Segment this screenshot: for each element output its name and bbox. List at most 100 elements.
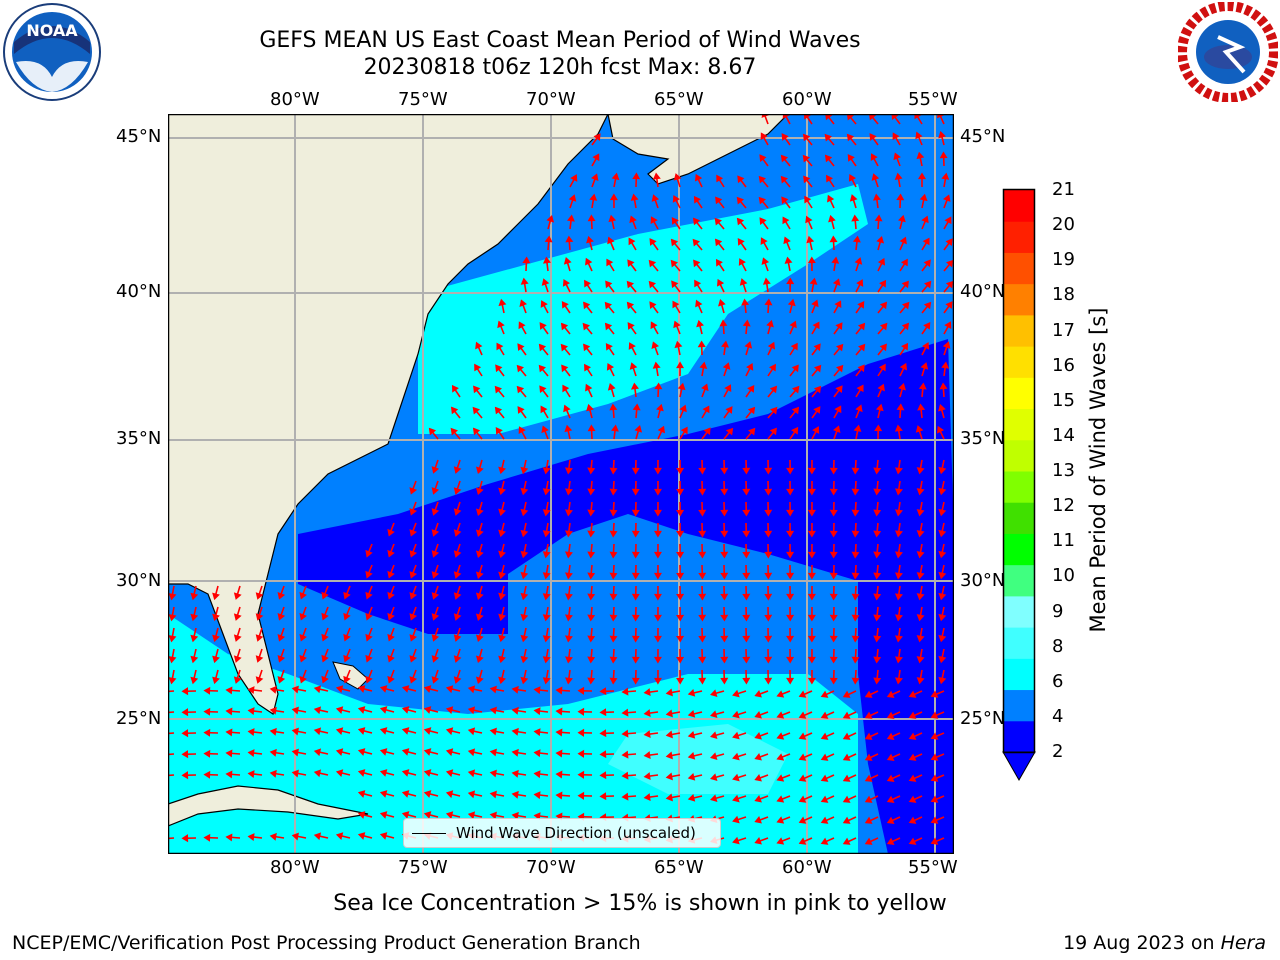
wave-arrow-head xyxy=(916,614,925,622)
wave-arrow-head xyxy=(829,488,838,496)
wave-arrow-head xyxy=(873,467,882,475)
wave-arrow-head xyxy=(820,774,829,782)
wave-arrow-head xyxy=(212,613,220,622)
wave-arrow-head xyxy=(672,195,680,203)
wave-arrow-head xyxy=(873,635,882,643)
wave-arrow-head xyxy=(291,748,299,757)
wave-arrow-head xyxy=(255,655,264,663)
wave-arrow-head xyxy=(431,466,440,474)
wave-arrow-head xyxy=(431,613,440,621)
lon-tick-top: 65°W xyxy=(654,89,704,110)
footer-host: Hera xyxy=(1220,932,1266,954)
wave-arrow-head xyxy=(898,214,906,223)
wave-arrow-head xyxy=(489,706,497,715)
wave-arrow-head xyxy=(694,279,702,288)
wave-arrow-head xyxy=(671,280,679,289)
wave-arrow-head xyxy=(698,593,707,601)
wave-arrow-head xyxy=(895,551,903,559)
wave-arrow-head xyxy=(886,732,895,740)
wave-arrow-head xyxy=(409,529,418,537)
wave-arrow-head xyxy=(923,301,932,310)
wave-arrow-head xyxy=(498,529,506,538)
lon-tick-bottom: 70°W xyxy=(526,857,576,878)
wave-arrow-head xyxy=(606,363,615,371)
wave-arrow-head xyxy=(665,793,673,802)
wave-arrow-head xyxy=(676,656,685,664)
wave-arrow-head xyxy=(533,791,541,800)
wave-arrow-head xyxy=(542,488,551,496)
wave-arrow-head xyxy=(533,707,541,716)
wave-arrow-head xyxy=(583,343,591,352)
wave-arrow-head xyxy=(212,634,220,643)
wave-arrow-head xyxy=(946,259,954,268)
wave-arrow-head xyxy=(467,706,476,715)
wave-arrow-head xyxy=(562,384,570,393)
wave-arrow-head xyxy=(671,217,679,225)
wave-arrow-head xyxy=(475,529,484,537)
wave-arrow-head xyxy=(401,727,410,735)
wave-arrow-head xyxy=(409,676,418,684)
wave-arrow-head xyxy=(592,153,600,162)
wave-arrow-head xyxy=(255,613,264,621)
nws-logo xyxy=(1177,1,1279,103)
wave-arrow-head xyxy=(203,833,211,842)
colorbar xyxy=(1002,188,1036,782)
wave-arrow-head xyxy=(533,728,541,737)
wave-arrow-head xyxy=(564,593,573,601)
wave-arrow-head xyxy=(621,792,629,801)
wave-arrow-head xyxy=(609,403,618,411)
wave-arrow-head xyxy=(908,816,917,824)
wave-arrow-head xyxy=(494,406,503,415)
colorbar-segment xyxy=(1004,439,1034,472)
wave-arrow-head xyxy=(676,572,685,580)
wave-arrow-head xyxy=(520,529,529,538)
wave-arrow-head xyxy=(781,196,789,205)
wave-arrow-head xyxy=(918,382,927,390)
wave-arrow-head xyxy=(168,656,177,664)
wave-arrow-head xyxy=(496,342,504,351)
wave-arrow-head xyxy=(609,635,618,643)
wave-arrow-head xyxy=(516,385,525,394)
wave-arrow-head xyxy=(834,405,842,414)
period-band-2-core xyxy=(298,339,954,634)
wave-arrow-head xyxy=(365,654,373,663)
wave-arrow-head xyxy=(609,677,618,685)
colorbar-segment xyxy=(1004,283,1034,316)
wave-arrow-head xyxy=(599,687,607,696)
legend-line-swatch xyxy=(412,832,446,834)
colorbar-tick-label: 9 xyxy=(1052,600,1064,622)
wave-arrow-head xyxy=(807,572,816,580)
wave-arrow-head xyxy=(494,385,502,394)
wave-arrow-head xyxy=(520,466,529,475)
wave-arrow-head xyxy=(498,613,506,622)
wave-arrow-head xyxy=(401,790,410,798)
wave-arrow-head xyxy=(813,385,822,394)
wave-arrow-head xyxy=(654,635,662,643)
wave-arrow-head xyxy=(190,592,199,601)
wave-arrow-head xyxy=(842,732,851,740)
lon-tick-top: 80°W xyxy=(270,89,320,110)
wave-arrow-head xyxy=(908,732,917,740)
wave-arrow-head xyxy=(643,709,651,718)
wave-arrow-head xyxy=(873,530,882,538)
wave-arrow-head xyxy=(335,769,344,777)
wave-arrow-head xyxy=(233,613,242,621)
wave-arrow-head xyxy=(873,656,882,664)
wave-arrow-head xyxy=(864,837,873,845)
wave-arrow-head xyxy=(654,467,662,475)
wave-arrow-head xyxy=(901,342,909,351)
wave-arrow-head xyxy=(936,425,945,434)
wave-arrow xyxy=(168,711,175,714)
wave-arrow-head xyxy=(608,214,617,223)
wave-arrow-head xyxy=(687,793,696,802)
wave-arrow-head xyxy=(489,790,497,799)
wave-arrow-head xyxy=(804,195,812,204)
wave-arrow-head xyxy=(445,790,454,799)
wave-arrow-head xyxy=(786,277,795,285)
wave-arrow-head xyxy=(511,685,519,694)
wave-arrow-head xyxy=(475,592,484,600)
wave-arrow-head xyxy=(453,466,462,474)
wave-arrow-head xyxy=(698,656,707,664)
wave-arrow-head xyxy=(792,385,800,394)
colorbar-tick-label: 21 xyxy=(1052,179,1075,200)
